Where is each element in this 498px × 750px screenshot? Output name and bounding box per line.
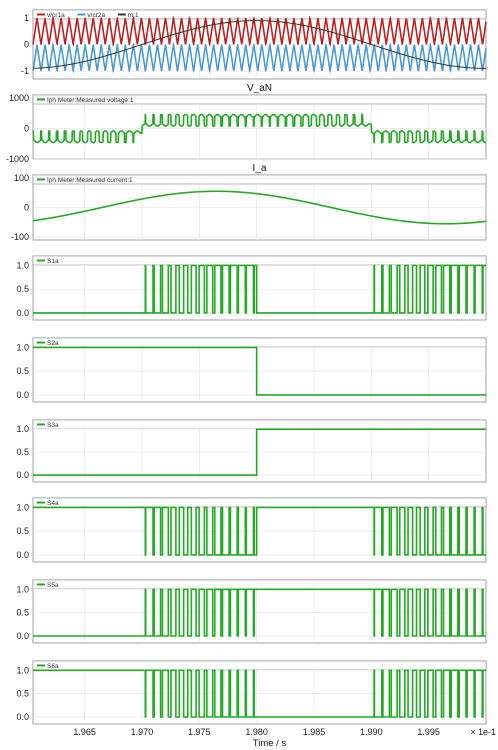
- y-tick-label: -100: [11, 232, 29, 242]
- y-tick-label: 0: [24, 40, 29, 50]
- y-tick-label: 1000: [9, 93, 29, 103]
- panel-9: 1.0 0.5 0.0 S6a: [16, 660, 487, 725]
- legend-entry: S5a: [47, 582, 59, 589]
- series-line: [32, 190, 487, 225]
- series-line: [33, 20, 486, 69]
- legend-strip: [32, 9, 487, 20]
- legend-entry: v/cr2a: [87, 12, 105, 19]
- legend-entry: Iph Meter:Measured current:1: [47, 177, 133, 184]
- legend-strip: [32, 174, 487, 185]
- x-tick-label: 1.980: [245, 727, 268, 737]
- y-tick-label: 0.5: [16, 689, 29, 699]
- legend-strip: [32, 660, 487, 671]
- x-tick-label: 1.995: [417, 727, 440, 737]
- legend-entry: Iph Meter:Measured voltage:1: [47, 97, 134, 104]
- plot-frame: [32, 337, 487, 403]
- legend-strip: [32, 579, 487, 590]
- y-tick-label: 1.0: [16, 260, 29, 270]
- x-tick-label: 1.965: [73, 727, 96, 737]
- legend-strip: [32, 337, 487, 348]
- plot-frame: [32, 94, 487, 160]
- legend-entry: m:1: [128, 12, 139, 19]
- panel-title: I_a: [253, 163, 267, 174]
- y-tick-label: 0.5: [16, 447, 29, 457]
- panel-6: 1.0 0.5 0.0 S3a: [16, 419, 487, 483]
- y-tick-label: -1000: [6, 154, 29, 164]
- legend-strip: [32, 497, 487, 508]
- legend-entry: S6a: [47, 663, 59, 670]
- y-tick-label: 1.0: [16, 584, 29, 594]
- series-line: [33, 264, 486, 314]
- y-tick-label: 0: [24, 124, 29, 134]
- y-tick-label: 0.0: [16, 470, 29, 480]
- y-tick-label: 1.0: [16, 342, 29, 352]
- legend-entry: S3a: [47, 422, 59, 429]
- panel-3: I_a 100 0 -100 Iph Meter:Measured current:1: [11, 163, 487, 242]
- y-tick-label: -1: [21, 66, 29, 76]
- y-tick-label: 1: [24, 13, 29, 23]
- legend-entry: v/cr1a: [47, 12, 65, 19]
- plot-frame: [32, 579, 487, 644]
- x-axis-multiplier: × 1e-1: [470, 727, 496, 737]
- y-tick-label: 0.0: [16, 712, 29, 722]
- plot-frame: [32, 660, 487, 725]
- y-tick-label: 0.5: [16, 284, 29, 294]
- panel-2: V_aN 1000 0 -1000 Iph Meter:Measured voltage…: [6, 83, 487, 164]
- series-line: [32, 113, 487, 144]
- y-tick-label: 0.0: [16, 631, 29, 641]
- x-axis-title: Time / s: [253, 738, 287, 749]
- y-tick-label: 0: [24, 203, 29, 213]
- x-tick-label: 1.970: [131, 727, 154, 737]
- legend-strip: [32, 94, 487, 105]
- y-tick-label: 0.5: [16, 366, 29, 376]
- x-tick-label: 1.990: [360, 727, 383, 737]
- plot-frame: [32, 419, 487, 483]
- series-line: [32, 15, 487, 48]
- panel-1: 1 0 -1 v/cr1a v/cr2a m:1: [21, 9, 487, 80]
- legend-entry: S2a: [47, 340, 59, 347]
- series-line: [32, 41, 487, 74]
- legend-strip: [32, 255, 487, 266]
- panel-7: 1.0 0.5 0.0 S4a: [16, 497, 487, 563]
- panel-4: 1.0 0.5 0.0 S1a: [16, 255, 487, 321]
- panel-5: 1.0 0.5 0.0 S2a: [16, 337, 487, 403]
- series-line: [33, 669, 486, 718]
- y-tick-label: 0.5: [16, 608, 29, 618]
- y-tick-label: 100: [14, 173, 29, 183]
- x-tick-label: 1.975: [188, 727, 211, 737]
- y-tick-label: 1.0: [16, 424, 29, 434]
- y-tick-label: 0.0: [16, 550, 29, 560]
- plot-frame: [32, 497, 487, 563]
- legend-entry: S4a: [47, 500, 59, 507]
- panel-8: 1.0 0.5 0.0 S5a: [16, 579, 487, 644]
- series-line: [33, 346, 486, 396]
- legend-entry: S1a: [47, 258, 59, 265]
- panel-title: V_aN: [247, 83, 272, 94]
- y-tick-label: 0.0: [16, 390, 29, 400]
- x-tick-label: 1.985: [303, 727, 326, 737]
- y-tick-label: 0.0: [16, 308, 29, 318]
- series-line: [33, 588, 486, 637]
- series-line: [33, 428, 486, 476]
- plot-frame: [32, 255, 487, 321]
- y-tick-label: 0.5: [16, 526, 29, 536]
- y-tick-label: 1.0: [16, 502, 29, 512]
- series-line: [33, 506, 486, 556]
- legend-strip: [32, 419, 487, 430]
- y-tick-label: 1.0: [16, 665, 29, 675]
